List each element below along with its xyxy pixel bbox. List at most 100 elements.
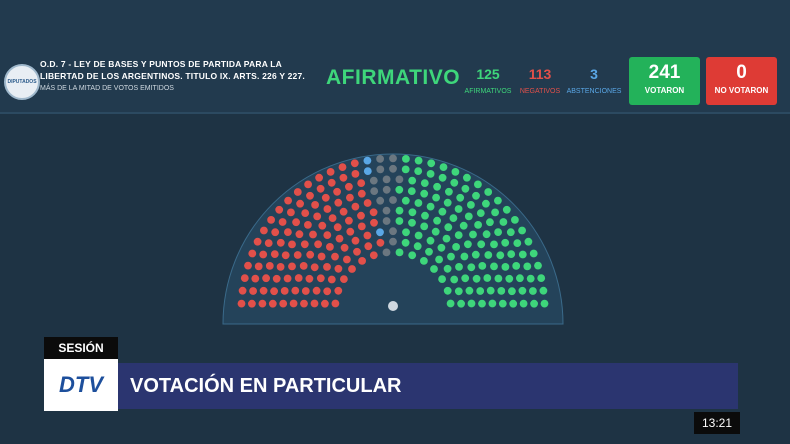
seat — [310, 263, 319, 272]
seat — [482, 230, 491, 239]
seat — [408, 251, 417, 260]
seat — [382, 185, 391, 194]
seat — [433, 216, 441, 225]
seat — [334, 198, 343, 207]
seat — [420, 189, 429, 198]
seat — [454, 231, 463, 239]
seat — [408, 176, 417, 185]
seat — [439, 163, 448, 171]
seat — [426, 170, 435, 178]
seat — [389, 164, 397, 173]
seat — [395, 185, 404, 194]
seat — [519, 299, 528, 308]
seat — [467, 201, 475, 209]
seat — [357, 179, 366, 187]
seat — [289, 299, 298, 308]
seat — [305, 274, 314, 283]
seat — [369, 176, 378, 185]
seat — [518, 226, 526, 235]
majority-type: MÁS DE LA MITAD DE VOTOS EMITIDOS — [40, 85, 174, 92]
seat — [309, 230, 317, 239]
seat — [498, 299, 507, 308]
seat — [268, 299, 277, 308]
seat — [244, 261, 252, 270]
seat — [469, 230, 477, 239]
seat — [276, 238, 285, 247]
seat — [494, 196, 502, 205]
seat — [295, 230, 304, 239]
diputados-logo: DIPUTADOS — [4, 64, 40, 100]
seat — [465, 286, 474, 295]
seat — [502, 205, 511, 214]
seat — [260, 226, 268, 235]
seat — [427, 159, 436, 168]
seat — [353, 247, 361, 256]
seat — [382, 248, 391, 257]
seat — [443, 198, 452, 207]
seat — [430, 265, 438, 273]
vote-header: DIPUTADOS O.D. 7 - LEY DE BASES Y PUNTOS… — [0, 0, 790, 114]
motion-info: O.D. 7 - LEY DE BASES Y PUNTOS DE PARTID… — [40, 58, 325, 94]
seat — [488, 299, 497, 308]
seat — [326, 243, 334, 251]
seat — [513, 239, 522, 247]
seat — [363, 199, 372, 207]
seat — [333, 223, 342, 232]
seat — [351, 170, 360, 178]
seat — [327, 178, 336, 187]
seat — [457, 299, 465, 308]
seat — [237, 299, 246, 308]
seat — [490, 262, 498, 271]
seat — [334, 286, 343, 295]
seat — [444, 223, 453, 232]
seat — [447, 252, 455, 261]
seat — [432, 193, 440, 202]
seat — [251, 274, 260, 283]
seat — [476, 287, 485, 295]
seat — [402, 228, 410, 237]
seat — [497, 287, 506, 295]
seat — [474, 180, 482, 189]
seat — [339, 173, 348, 182]
seat — [259, 250, 268, 259]
seat — [408, 218, 416, 227]
seat — [463, 173, 471, 182]
seat — [283, 274, 292, 283]
seat — [301, 287, 310, 295]
seat — [421, 211, 429, 220]
seat — [395, 175, 404, 184]
seat — [340, 275, 348, 283]
seat — [369, 208, 378, 217]
seat — [293, 251, 302, 259]
votaron-box: 241 VOTARON — [629, 57, 700, 105]
seat — [301, 209, 310, 217]
seat — [389, 154, 397, 163]
seat — [306, 191, 314, 200]
seat — [333, 187, 341, 196]
seat — [306, 250, 315, 259]
seat — [401, 196, 410, 205]
seat — [323, 287, 332, 296]
seat — [486, 218, 494, 227]
seat — [443, 286, 452, 295]
seats-group — [237, 154, 549, 308]
seat — [311, 201, 319, 209]
seat — [420, 179, 429, 187]
seat — [310, 299, 319, 308]
seat — [507, 250, 516, 258]
seat — [348, 265, 356, 273]
seat — [484, 251, 493, 259]
seat — [483, 274, 492, 282]
seat — [271, 228, 280, 237]
seat — [258, 299, 267, 308]
seat — [357, 211, 365, 220]
seat — [259, 286, 268, 295]
seat — [413, 242, 422, 251]
seat — [270, 250, 279, 258]
seat — [482, 199, 490, 208]
chamber-seat-map — [222, 153, 564, 325]
seat — [328, 214, 337, 222]
seat — [293, 188, 302, 196]
seat — [314, 240, 322, 249]
seat — [363, 231, 372, 240]
